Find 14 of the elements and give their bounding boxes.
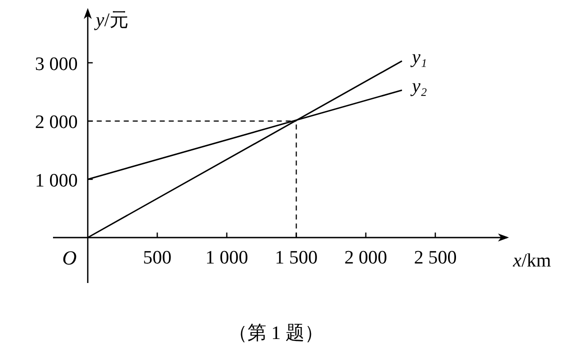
y-tick-label: 2 000 [35, 112, 78, 134]
series-name: y₂ [412, 76, 427, 98]
y-tick-label: 1 000 [35, 170, 78, 192]
x-tick-label: 2 500 [414, 248, 457, 269]
annotation: O [62, 248, 77, 270]
xlabel: x/km [513, 250, 551, 272]
annotation: （第 1 题） [228, 323, 324, 344]
ylabel: y/元 [96, 10, 128, 31]
x-tick-label: 500 [143, 248, 172, 269]
series-name: y₁ [412, 47, 427, 68]
x-tick-label: 2 000 [344, 248, 388, 269]
x-tick-label: 1 000 [205, 248, 248, 269]
y-tick-label: 3 000 [35, 54, 78, 75]
x-tick-label: 1 500 [274, 248, 318, 269]
